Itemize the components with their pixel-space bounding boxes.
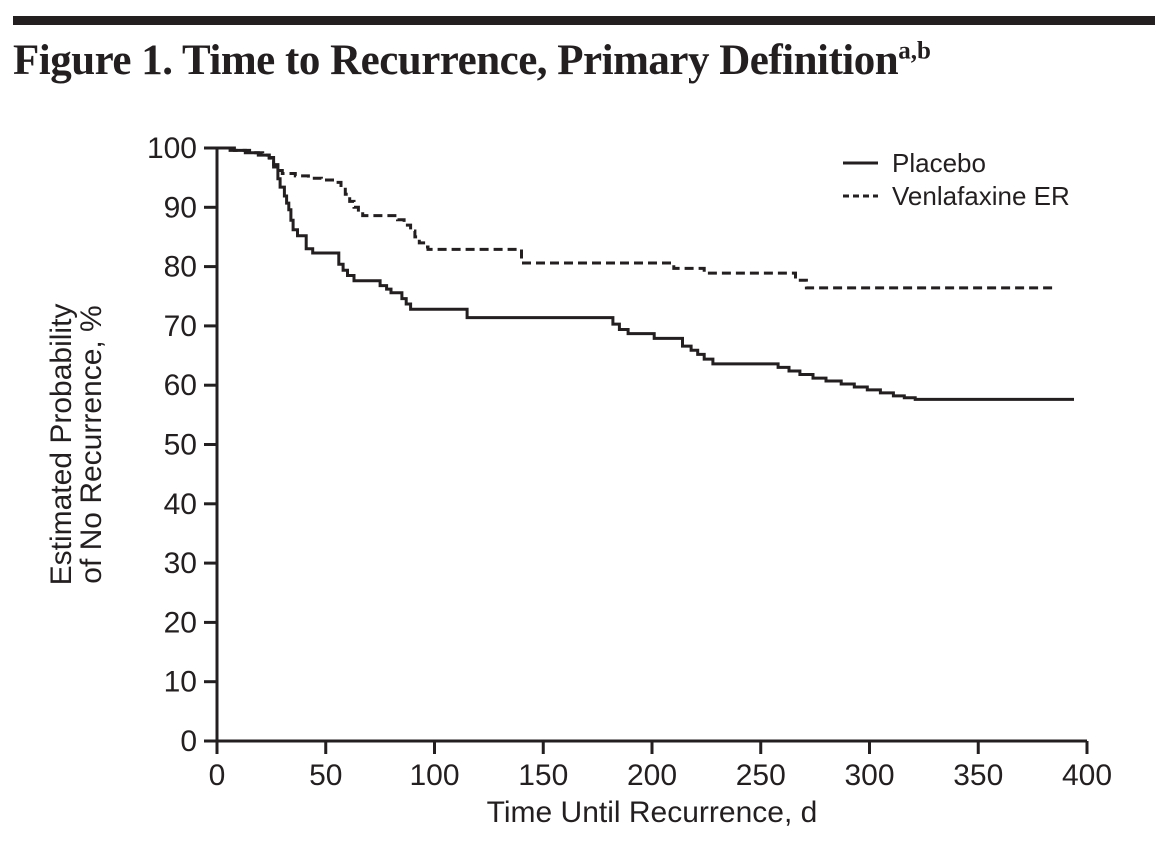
y-tick-label: 100 [147,132,197,165]
y-tick-label: 10 [164,666,197,699]
y-axis-title-line: of No Recurrence, % [75,305,108,583]
x-axis-title: Time Until Recurrence, d [487,796,818,829]
axis-lines [215,148,1087,743]
legend-label-venlafaxine-er: Venlafaxine ER [892,181,1070,211]
x-tick-label: 100 [409,759,459,792]
x-tick-label: 200 [627,759,677,792]
y-tick-label: 20 [164,606,197,639]
y-tick-label: 80 [164,251,197,284]
y-tick-label: 40 [164,488,197,521]
x-tick-label: 50 [309,759,342,792]
x-tick-label: 350 [953,759,1003,792]
x-tick-label: 150 [518,759,568,792]
top-rule [13,16,1155,25]
legend-label-placebo: Placebo [892,148,986,178]
y-tick-label: 50 [164,429,197,462]
y-tick-label: 60 [164,369,197,402]
y-tick-label: 70 [164,310,197,343]
y-tick-label: 0 [180,725,197,758]
y-axis-title-line: Estimated Probability [45,304,78,586]
y-tick-label: 30 [164,547,197,580]
figure-title-superscript: a,b [898,37,931,65]
x-tick-label: 0 [209,759,226,792]
venlafaxine-er-curve [217,146,1053,290]
x-tick-label: 400 [1062,759,1112,792]
x-tick-label: 250 [736,759,786,792]
figure-title-text: Figure 1. Time to Recurrence, Primary De… [13,37,899,84]
x-tick-label: 300 [844,759,894,792]
y-tick-label: 90 [164,191,197,224]
figure-title: Figure 1. Time to Recurrence, Primary De… [13,38,931,83]
placebo-curve [217,146,1074,401]
